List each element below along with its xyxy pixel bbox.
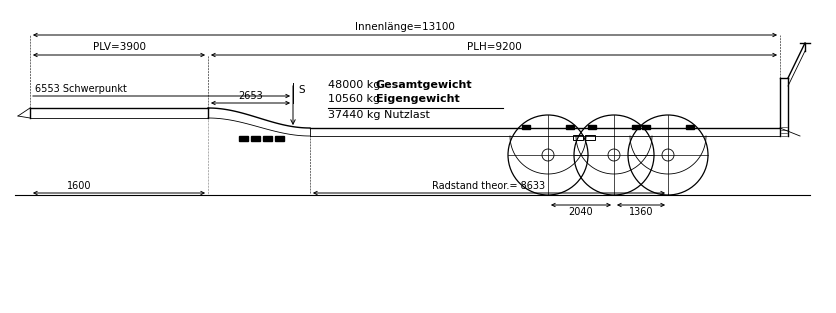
- Bar: [522, 125, 530, 129]
- Text: 2653: 2653: [238, 91, 263, 101]
- Text: S: S: [298, 85, 304, 95]
- Text: PLH=9200: PLH=9200: [466, 42, 522, 52]
- Text: Gesamtgewicht: Gesamtgewicht: [376, 80, 472, 90]
- Text: Eigengewicht: Eigengewicht: [376, 94, 460, 104]
- Text: 37440 kg Nutzlast: 37440 kg Nutzlast: [328, 110, 430, 120]
- Bar: [585, 135, 595, 140]
- Bar: [632, 125, 640, 129]
- Text: 48000 kg: 48000 kg: [328, 80, 384, 90]
- Text: PLV=3900: PLV=3900: [93, 42, 145, 52]
- Bar: [566, 125, 574, 129]
- Bar: [239, 136, 248, 141]
- Text: 1360: 1360: [629, 207, 653, 217]
- Text: Radstand theor.= 8633: Radstand theor.= 8633: [432, 181, 546, 191]
- Text: Innenlänge=13100: Innenlänge=13100: [355, 22, 455, 32]
- Text: 10560 kg: 10560 kg: [328, 94, 384, 104]
- Text: 6553 Schwerpunkt: 6553 Schwerpunkt: [35, 84, 127, 94]
- Bar: [263, 136, 272, 141]
- Bar: [275, 136, 284, 141]
- Bar: [686, 125, 694, 129]
- Bar: [573, 135, 583, 140]
- Bar: [588, 125, 596, 129]
- Text: 1600: 1600: [67, 181, 91, 191]
- Bar: [251, 136, 260, 141]
- Bar: [642, 125, 650, 129]
- Text: 2040: 2040: [568, 207, 594, 217]
